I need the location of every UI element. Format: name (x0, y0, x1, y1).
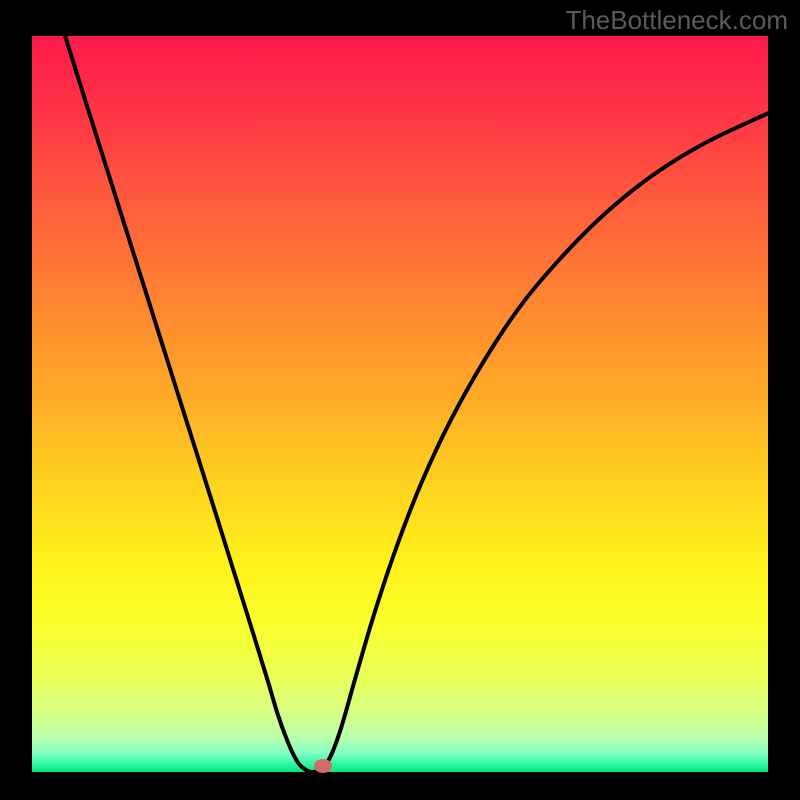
chart-stage: TheBottleneck.com (0, 0, 800, 800)
plot-area (32, 36, 768, 772)
watermark-text: TheBottleneck.com (565, 5, 788, 36)
bottleneck-curve (32, 36, 768, 772)
minimum-marker (314, 759, 332, 773)
